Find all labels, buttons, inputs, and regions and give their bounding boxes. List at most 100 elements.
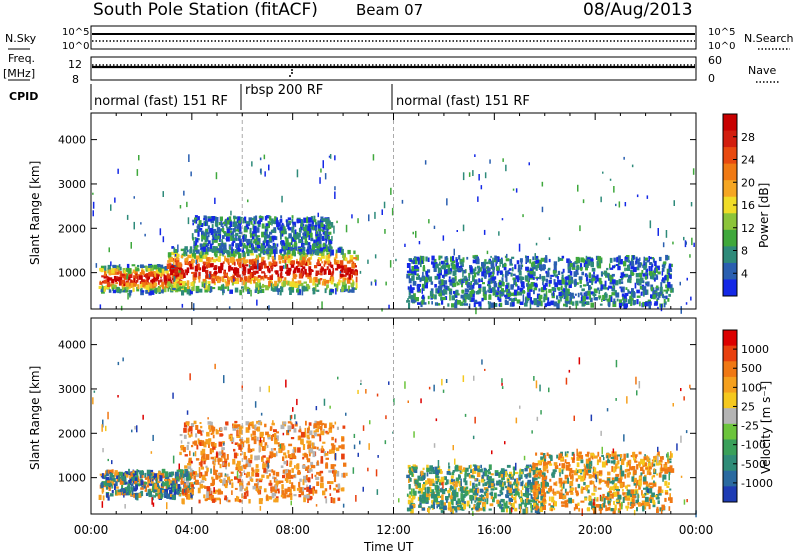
data-cell: [298, 494, 302, 498]
data-cell: [458, 266, 462, 269]
data-cell: [598, 289, 601, 295]
data-cell: [515, 188, 518, 193]
data-cell: [265, 249, 270, 255]
data-cell: [453, 248, 455, 256]
data-cell: [249, 243, 254, 248]
data-cell: [183, 483, 188, 488]
data-cell: [665, 284, 669, 289]
data-cell: [126, 267, 129, 273]
data-cell: [664, 490, 669, 493]
data-cell: [317, 220, 322, 226]
data-cell: [296, 487, 301, 491]
data-cell: [407, 464, 411, 469]
data-cell: [524, 302, 528, 307]
data-cell: [243, 243, 246, 248]
data-cell: [324, 496, 327, 499]
data-cell: [427, 269, 431, 273]
data-cell: [152, 482, 155, 487]
data-cell: [515, 297, 517, 301]
data-cell: [519, 258, 523, 263]
data-cell: [475, 483, 478, 487]
data-cell: [168, 258, 171, 262]
data-cell: [560, 297, 562, 302]
data-cell: [311, 434, 315, 439]
data-cell: [329, 481, 334, 485]
data-cell: [301, 289, 304, 296]
data-cell: [159, 279, 163, 283]
data-cell: [488, 278, 491, 282]
data-cell: [556, 287, 561, 290]
data-cell: [204, 221, 207, 227]
data-cell: [172, 483, 176, 487]
data-cell: [483, 467, 486, 472]
data-cell: [690, 202, 693, 207]
data-cell: [633, 502, 636, 507]
data-cell: [171, 274, 174, 279]
data-cell: [92, 201, 95, 209]
data-cell: [188, 460, 192, 463]
data-cell: [454, 299, 458, 306]
data-cell: [259, 478, 263, 481]
data-cell: [415, 484, 418, 490]
data-cell: [334, 438, 337, 443]
data-cell: [294, 423, 298, 427]
data-cell: [110, 261, 112, 267]
data-cell: [458, 465, 463, 471]
data-cell: [266, 457, 269, 460]
data-cell: [266, 233, 268, 239]
data-cell: [324, 453, 329, 456]
data-cell: [352, 281, 355, 286]
data-cell: [252, 426, 256, 429]
data-cell: [302, 479, 305, 486]
data-cell: [117, 270, 121, 274]
data-cell: [176, 257, 180, 261]
data-cell: [439, 469, 442, 475]
data-cell: [222, 221, 226, 225]
data-cell: [296, 218, 300, 224]
data-cell: [130, 493, 133, 497]
data-cell: [223, 463, 228, 467]
data-cell: [239, 276, 244, 282]
data-cell: [194, 245, 196, 248]
data-cell: [424, 480, 428, 485]
data-cell: [196, 479, 199, 483]
data-cell: [192, 252, 195, 257]
data-cell: [540, 287, 545, 293]
data-cell: [207, 225, 210, 229]
data-cell: [518, 291, 522, 296]
data-cell: [278, 280, 281, 284]
data-cell: [245, 486, 249, 491]
data-cell: [609, 497, 612, 502]
data-cell: [226, 251, 230, 255]
data-cell: [308, 267, 311, 274]
data-cell: [306, 230, 311, 236]
data-cell: [328, 155, 331, 158]
data-cell: [456, 467, 458, 472]
data-cell: [570, 292, 574, 297]
data-cell: [183, 427, 187, 433]
data-cell: [210, 257, 212, 263]
data-cell: [241, 263, 245, 269]
data-cell: [228, 462, 230, 467]
data-cell: [282, 469, 285, 474]
data-cell: [531, 488, 535, 491]
data-cell: [628, 459, 632, 464]
data-cell: [284, 236, 287, 240]
data-cell: [434, 497, 439, 503]
data-cell: [311, 473, 313, 479]
data-cell: [255, 254, 258, 259]
data-cell: [308, 249, 312, 255]
data-cell: [589, 278, 594, 281]
data-cell: [437, 288, 440, 293]
data-cell: [520, 490, 523, 494]
data-cell: [239, 465, 243, 471]
data-cell: [491, 287, 496, 293]
data-cell: [211, 476, 214, 480]
data-cell: [435, 288, 438, 294]
data-cell: [197, 231, 200, 237]
data-cell: [249, 265, 254, 269]
data-cell: [217, 279, 220, 284]
data-cell: [582, 284, 587, 287]
data-cell: [191, 286, 195, 292]
data-cell: [574, 261, 578, 265]
